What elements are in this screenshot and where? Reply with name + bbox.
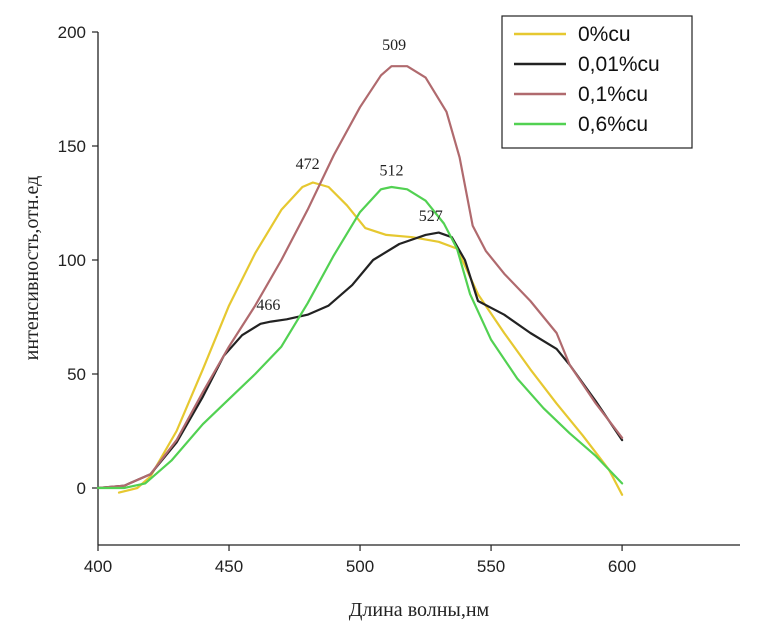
- legend-item-label: 0%cu: [578, 23, 631, 46]
- x-tick-label: 600: [608, 557, 636, 576]
- x-tick-label: 400: [84, 557, 112, 576]
- y-tick-label: 100: [58, 251, 86, 270]
- chart-axes: 0 50 100 150 200 400 450 500 550 600: [58, 23, 740, 576]
- annotation-label: 472: [296, 156, 320, 173]
- legend-box: [501, 15, 693, 149]
- annotation-label: 512: [379, 163, 403, 180]
- series-line-3: [96, 65, 624, 490]
- peak-annotations: 472 466 509 512 527: [256, 37, 442, 314]
- annotation-label: 466: [256, 297, 280, 314]
- y-axis-label: интенсивность,отн.ед: [21, 176, 43, 361]
- x-tick-label: 450: [215, 557, 243, 576]
- legend-item-label: 0,1%cu: [578, 83, 648, 106]
- annotation-label: 509: [382, 37, 406, 54]
- legend-item-label: 0,6%cu: [578, 113, 648, 136]
- y-tick-label: 150: [58, 137, 86, 156]
- series-line-4: [96, 185, 624, 490]
- legend-item-label: 0,01%cu: [578, 53, 660, 76]
- x-tick-label: 550: [477, 557, 505, 576]
- annotation-label: 527: [419, 208, 443, 225]
- x-tick-label: 500: [346, 557, 374, 576]
- y-tick-label: 50: [67, 365, 86, 384]
- legend: 0%cu 0,01%cu 0,1%cu 0,6%cu: [501, 15, 693, 149]
- series-line-2: [96, 231, 624, 490]
- y-tick-label: 200: [58, 23, 86, 42]
- x-axis-label: Длина волны,нм: [349, 599, 490, 621]
- plot-area: [96, 65, 624, 496]
- series-line-1: [117, 181, 624, 496]
- y-tick-label: 0: [77, 479, 86, 498]
